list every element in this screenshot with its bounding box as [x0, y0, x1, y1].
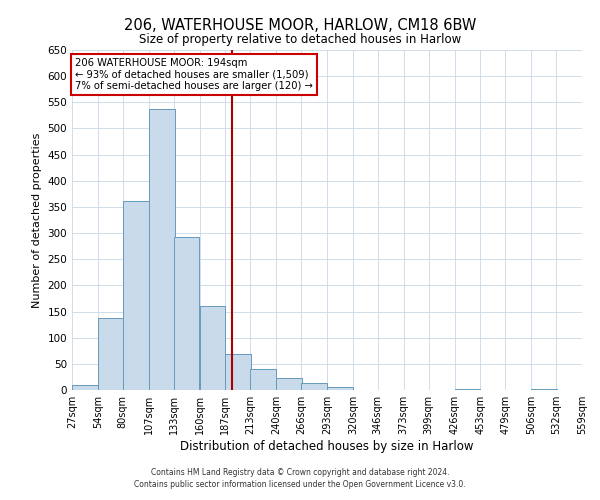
- Bar: [173, 236, 199, 390]
- Y-axis label: Number of detached properties: Number of detached properties: [32, 132, 42, 308]
- Bar: [250, 369, 276, 390]
- Bar: [98, 318, 124, 390]
- Bar: [149, 109, 175, 390]
- Bar: [327, 388, 353, 390]
- Text: 206 WATERHOUSE MOOR: 194sqm
← 93% of detached houses are smaller (1,509)
7% of s: 206 WATERHOUSE MOOR: 194sqm ← 93% of det…: [75, 58, 313, 91]
- Text: 206, WATERHOUSE MOOR, HARLOW, CM18 6BW: 206, WATERHOUSE MOOR, HARLOW, CM18 6BW: [124, 18, 476, 32]
- Bar: [123, 200, 149, 390]
- Text: Contains HM Land Registry data © Crown copyright and database right 2024.
Contai: Contains HM Land Registry data © Crown c…: [134, 468, 466, 489]
- X-axis label: Distribution of detached houses by size in Harlow: Distribution of detached houses by size …: [180, 440, 474, 453]
- Bar: [276, 378, 302, 390]
- Bar: [226, 354, 251, 390]
- Bar: [199, 306, 226, 390]
- Text: Size of property relative to detached houses in Harlow: Size of property relative to detached ho…: [139, 32, 461, 46]
- Bar: [301, 382, 327, 390]
- Bar: [72, 385, 98, 390]
